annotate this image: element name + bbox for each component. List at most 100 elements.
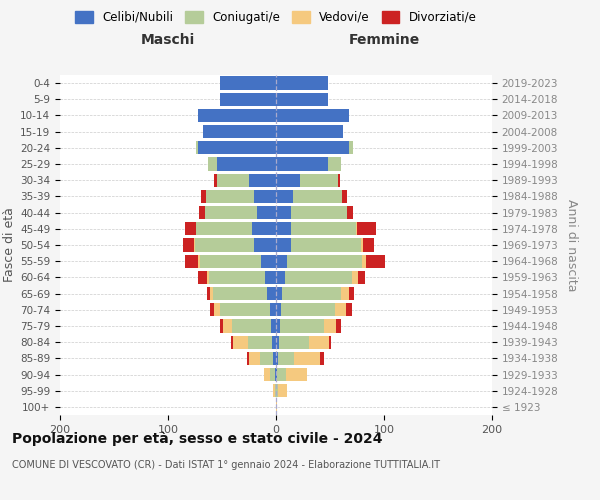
Bar [194,238,195,252]
Bar [220,76,276,90]
Bar [217,158,276,170]
Bar [271,320,276,332]
Bar [300,174,338,187]
Bar [198,109,276,122]
Bar [356,222,357,235]
Bar [183,238,194,252]
Bar [247,352,249,365]
Bar [196,222,252,235]
Bar [276,320,280,332]
Bar [233,336,248,349]
Bar [273,352,276,365]
Bar [341,287,349,300]
Bar [276,76,328,90]
Bar [276,92,328,106]
Bar [352,270,358,284]
Bar [281,303,335,316]
Bar [272,336,276,349]
Bar [276,158,328,170]
Bar [287,254,362,268]
Bar [208,158,217,170]
Bar [276,141,349,154]
Bar [249,352,260,365]
Bar [198,270,207,284]
Bar [220,303,269,316]
Bar [276,222,291,235]
Bar [269,368,275,381]
Bar [254,190,276,203]
Bar [265,270,276,284]
Bar [279,336,310,349]
Bar [358,270,365,284]
Bar [347,206,353,220]
Bar [257,206,276,220]
Bar [284,270,352,284]
Bar [214,287,268,300]
Bar [275,384,276,398]
Bar [260,352,273,365]
Bar [277,368,286,381]
Bar [364,238,374,252]
Bar [198,254,200,268]
Text: Maschi: Maschi [141,34,195,48]
Bar [223,320,232,332]
Bar [198,141,276,154]
Bar [214,174,217,187]
Bar [337,320,341,332]
Bar [230,336,233,349]
Bar [349,287,354,300]
Bar [291,222,356,235]
Bar [310,336,329,349]
Bar [283,287,341,300]
Bar [291,206,347,220]
Bar [264,368,269,381]
Text: Femmine: Femmine [349,34,419,48]
Bar [365,254,385,268]
Bar [278,352,295,365]
Bar [276,352,278,365]
Bar [261,254,276,268]
Bar [220,320,223,332]
Bar [199,206,205,220]
Bar [329,336,331,349]
Text: Popolazione per età, sesso e stato civile - 2024: Popolazione per età, sesso e stato civil… [12,431,383,446]
Bar [217,174,249,187]
Bar [328,158,341,170]
Bar [276,174,300,187]
Bar [280,320,323,332]
Bar [252,222,276,235]
Bar [196,141,198,154]
Bar [295,352,320,365]
Bar [335,303,346,316]
Bar [214,303,220,316]
Bar [278,384,287,398]
Bar [276,254,287,268]
Bar [203,125,276,138]
Bar [346,303,352,316]
Bar [220,92,276,106]
Bar [276,206,291,220]
Bar [195,238,254,252]
Bar [276,287,283,300]
Bar [342,190,347,203]
Bar [276,336,279,349]
Bar [202,190,206,203]
Bar [361,238,364,252]
Bar [293,190,342,203]
Bar [362,254,365,268]
Bar [276,368,277,381]
Bar [254,238,276,252]
Bar [210,303,214,316]
Bar [357,222,376,235]
Bar [276,125,343,138]
Bar [185,222,196,235]
Bar [276,238,291,252]
Bar [209,270,265,284]
Bar [323,320,337,332]
Bar [275,368,276,381]
Bar [205,206,257,220]
Bar [338,174,340,187]
Bar [276,190,293,203]
Bar [276,303,281,316]
Bar [207,287,210,300]
